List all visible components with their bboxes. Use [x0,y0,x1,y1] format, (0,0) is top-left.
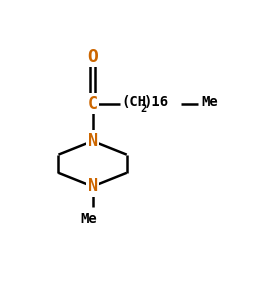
Text: Me: Me [81,212,97,226]
Text: O: O [87,48,98,66]
Text: (CH: (CH [121,95,146,109]
Text: Me: Me [201,95,218,109]
Text: N: N [88,132,98,150]
Text: C: C [88,94,98,113]
Text: )16: )16 [144,95,169,109]
Text: N: N [88,178,98,196]
Text: 2: 2 [141,104,147,114]
